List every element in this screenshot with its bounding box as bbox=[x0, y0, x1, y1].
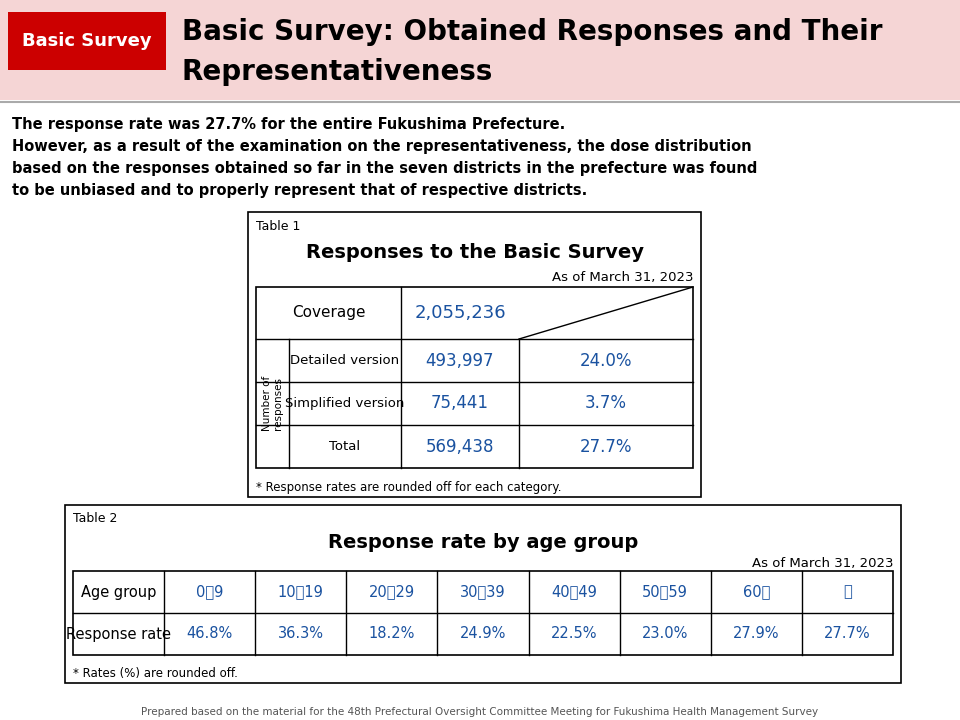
Text: 0～9: 0～9 bbox=[196, 585, 224, 600]
Text: Basic Survey: Basic Survey bbox=[22, 32, 152, 50]
Text: 18.2%: 18.2% bbox=[369, 626, 415, 642]
Text: Response rate: Response rate bbox=[66, 626, 171, 642]
Text: Table 2: Table 2 bbox=[73, 513, 117, 526]
Text: 493,997: 493,997 bbox=[425, 351, 494, 369]
Text: 50～59: 50～59 bbox=[642, 585, 688, 600]
Text: Age group: Age group bbox=[81, 585, 156, 600]
Bar bbox=[8, 12, 166, 70]
Text: 24.9%: 24.9% bbox=[460, 626, 506, 642]
Text: Basic Survey: Obtained Responses and Their: Basic Survey: Obtained Responses and The… bbox=[182, 18, 882, 46]
Text: 3.7%: 3.7% bbox=[585, 395, 627, 413]
Text: 計: 計 bbox=[843, 585, 852, 600]
Text: As of March 31, 2023: As of March 31, 2023 bbox=[752, 557, 893, 570]
Text: 46.8%: 46.8% bbox=[186, 626, 232, 642]
Text: 36.3%: 36.3% bbox=[277, 626, 324, 642]
Text: The response rate was 27.7% for the entire Fukushima Prefecture.: The response rate was 27.7% for the enti… bbox=[12, 117, 565, 132]
Text: Representativeness: Representativeness bbox=[182, 58, 493, 86]
Text: 60～: 60～ bbox=[743, 585, 770, 600]
Bar bbox=[0, 0, 960, 100]
Text: to be unbiased and to properly represent that of respective districts.: to be unbiased and to properly represent… bbox=[12, 184, 588, 199]
Text: Responses to the Basic Survey: Responses to the Basic Survey bbox=[305, 243, 643, 261]
Text: Number of
responses: Number of responses bbox=[262, 376, 283, 431]
Text: 23.0%: 23.0% bbox=[642, 626, 688, 642]
Text: * Response rates are rounded off for each category.: * Response rates are rounded off for eac… bbox=[256, 480, 562, 493]
Bar bbox=[65, 505, 901, 683]
Text: 20～29: 20～29 bbox=[369, 585, 415, 600]
Text: 40～49: 40～49 bbox=[551, 585, 597, 600]
Text: 27.7%: 27.7% bbox=[580, 438, 633, 456]
Text: Response rate by age group: Response rate by age group bbox=[328, 534, 638, 552]
Text: 10～19: 10～19 bbox=[277, 585, 324, 600]
Text: 27.9%: 27.9% bbox=[733, 626, 780, 642]
Text: Total: Total bbox=[329, 440, 361, 453]
Bar bbox=[256, 287, 693, 468]
Text: However, as a result of the examination on the representativeness, the dose dist: However, as a result of the examination … bbox=[12, 140, 752, 155]
Text: 569,438: 569,438 bbox=[425, 438, 494, 456]
Text: As of March 31, 2023: As of March 31, 2023 bbox=[551, 271, 693, 284]
Text: 24.0%: 24.0% bbox=[580, 351, 633, 369]
Text: Simplified version: Simplified version bbox=[285, 397, 405, 410]
Text: 27.7%: 27.7% bbox=[824, 626, 871, 642]
Bar bbox=[73, 571, 893, 655]
Text: Detailed version: Detailed version bbox=[291, 354, 399, 367]
Text: Table 1: Table 1 bbox=[256, 220, 300, 233]
Text: Coverage: Coverage bbox=[292, 305, 365, 320]
Text: Prepared based on the material for the 48th Prefectural Oversight Committee Meet: Prepared based on the material for the 4… bbox=[141, 707, 819, 717]
Text: 75,441: 75,441 bbox=[431, 395, 489, 413]
Text: based on the responses obtained so far in the seven districts in the prefecture : based on the responses obtained so far i… bbox=[12, 161, 757, 176]
Text: 2,055,236: 2,055,236 bbox=[414, 304, 506, 322]
Text: 22.5%: 22.5% bbox=[551, 626, 597, 642]
Text: * Rates (%) are rounded off.: * Rates (%) are rounded off. bbox=[73, 667, 238, 680]
Bar bbox=[248, 212, 701, 497]
Text: 30～39: 30～39 bbox=[460, 585, 506, 600]
